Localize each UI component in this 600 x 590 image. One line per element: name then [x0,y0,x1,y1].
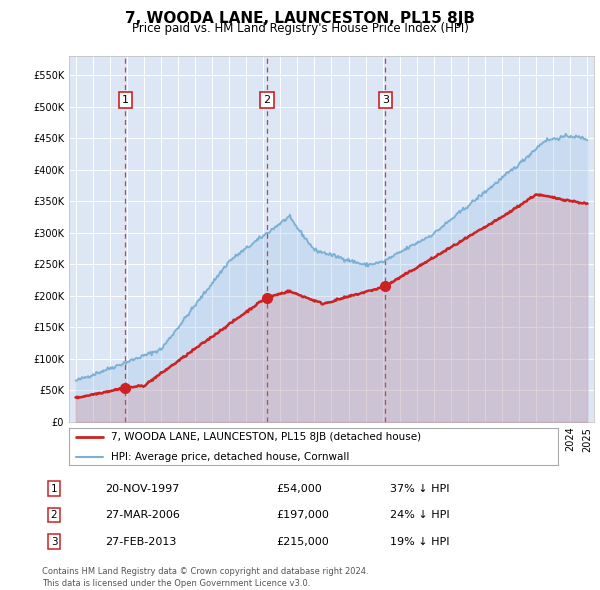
Text: £215,000: £215,000 [276,537,329,546]
Text: 7, WOODA LANE, LAUNCESTON, PL15 8JB (detached house): 7, WOODA LANE, LAUNCESTON, PL15 8JB (det… [110,432,421,442]
Text: 1: 1 [122,95,129,105]
Text: 3: 3 [50,537,58,546]
Text: £197,000: £197,000 [276,510,329,520]
Text: 3: 3 [382,95,389,105]
Text: HPI: Average price, detached house, Cornwall: HPI: Average price, detached house, Corn… [110,452,349,462]
Text: Price paid vs. HM Land Registry's House Price Index (HPI): Price paid vs. HM Land Registry's House … [131,22,469,35]
Text: 2: 2 [263,95,271,105]
Text: 27-MAR-2006: 27-MAR-2006 [105,510,180,520]
Text: Contains HM Land Registry data © Crown copyright and database right 2024.
This d: Contains HM Land Registry data © Crown c… [42,567,368,588]
Text: 7, WOODA LANE, LAUNCESTON, PL15 8JB: 7, WOODA LANE, LAUNCESTON, PL15 8JB [125,11,475,25]
Text: 24% ↓ HPI: 24% ↓ HPI [390,510,449,520]
Text: 19% ↓ HPI: 19% ↓ HPI [390,537,449,546]
Text: 2: 2 [50,510,58,520]
Text: £54,000: £54,000 [276,484,322,493]
Text: 1: 1 [50,484,58,493]
Text: 20-NOV-1997: 20-NOV-1997 [105,484,179,493]
Text: 37% ↓ HPI: 37% ↓ HPI [390,484,449,493]
Text: 27-FEB-2013: 27-FEB-2013 [105,537,176,546]
